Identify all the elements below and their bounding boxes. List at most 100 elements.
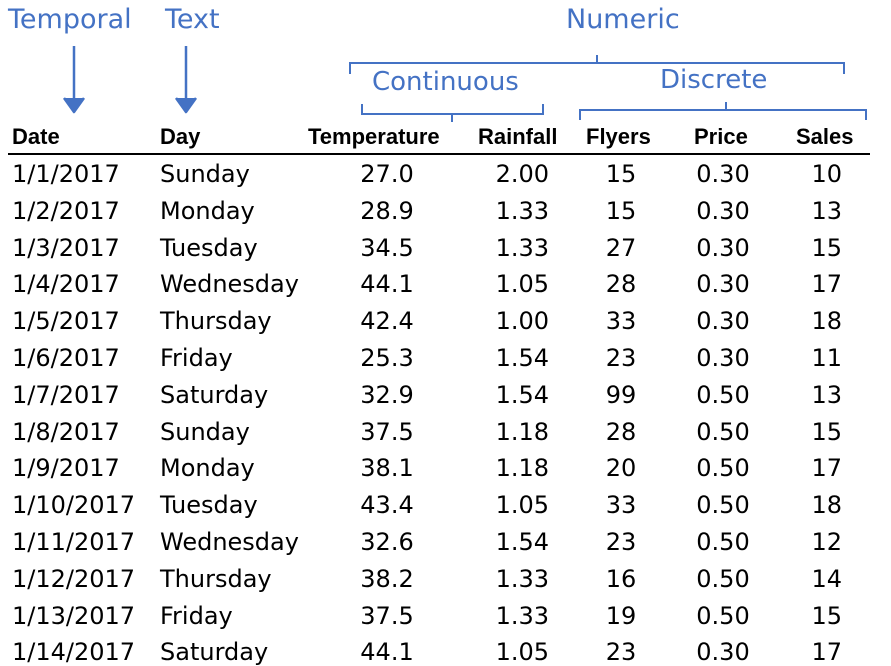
cell-price: 0.30 [696,160,750,188]
cell-day: Wednesday [160,528,299,556]
cell-price: 0.50 [696,491,750,520]
cell-date: 1/8/2017 [12,417,120,446]
cell-date: 1/13/2017 [12,601,136,630]
cell-rainfall: 1.05 [495,491,549,520]
column-header-rainfall: Rainfall [478,124,558,149]
cell-flyers: 20 [605,454,637,483]
cell-date: 1/14/2017 [12,638,136,666]
cell-day: Thursday [160,307,272,336]
cell-flyers: 28 [605,270,637,299]
cell-day: Friday [160,344,233,372]
cell-temperature: 38.2 [360,564,414,593]
cell-date: 1/10/2017 [12,491,136,520]
cell-rainfall: 1.33 [495,564,549,593]
cell-flyers: 16 [605,564,637,593]
cell-temperature: 28.9 [360,196,414,225]
cell-rainfall: 1.18 [495,454,549,483]
cell-price: 0.50 [696,454,750,483]
cell-price: 0.50 [696,601,750,630]
cell-day: Sunday [160,417,250,446]
temporal-arrow [62,46,86,114]
continuous-brace [361,104,544,122]
column-header-price: Price [694,124,748,149]
cell-day: Friday [160,601,233,630]
annotation-graphics [62,46,867,122]
cell-date: 1/3/2017 [12,233,120,262]
cell-sales: 17 [811,454,842,483]
header-rule [8,153,870,155]
cell-date: 1/11/2017 [12,528,136,556]
cell-sales: 17 [811,638,842,666]
cell-rainfall: 1.18 [495,417,549,446]
cell-rainfall: 1.33 [495,196,549,225]
discrete-brace [579,102,867,120]
cell-temperature: 32.9 [360,380,414,409]
cell-date: 1/2/2017 [12,196,120,225]
cell-day: Wednesday [160,270,299,299]
cell-temperature: 25.3 [360,344,414,372]
cell-temperature: 44.1 [360,270,414,299]
cell-day: Tuesday [160,233,258,262]
cell-rainfall: 1.05 [495,270,549,299]
text-label: Text [165,4,220,35]
cell-day: Thursday [160,564,272,593]
cell-sales: 12 [811,528,842,556]
cell-price: 0.30 [696,270,750,299]
cell-flyers: 15 [605,160,637,188]
cell-day: Tuesday [160,491,258,520]
cell-flyers: 15 [605,196,637,225]
cell-flyers: 19 [605,601,637,630]
cell-temperature: 27.0 [360,160,414,188]
cell-price: 0.50 [696,528,750,556]
cell-price: 0.50 [696,417,750,446]
cell-flyers: 27 [605,233,637,262]
cell-date: 1/7/2017 [12,380,120,409]
column-header-flyers: Flyers [586,124,651,149]
cell-date: 1/12/2017 [12,564,136,593]
cell-temperature: 32.6 [360,528,414,556]
cell-date: 1/4/2017 [12,270,120,299]
cell-flyers: 33 [605,491,637,520]
cell-rainfall: 1.54 [495,380,549,409]
continuous-label: Continuous [372,67,519,97]
cell-rainfall: 1.54 [495,528,549,556]
cell-sales: 10 [811,160,842,188]
cell-date: 1/5/2017 [12,307,120,336]
cell-sales: 15 [811,417,842,446]
cell-day: Saturday [160,638,269,666]
cell-price: 0.30 [696,344,750,372]
text-arrow [174,46,198,114]
cell-flyers: 23 [605,344,637,372]
numeric-brace [349,55,845,74]
cell-date: 1/1/2017 [12,160,120,188]
column-header-temperature: Temperature [308,124,440,149]
cell-temperature: 38.1 [360,454,414,483]
cell-sales: 18 [811,307,842,336]
cell-sales: 17 [811,270,842,299]
cell-rainfall: 2.00 [495,160,549,188]
cell-day: Monday [160,196,255,225]
cell-price: 0.30 [696,196,750,225]
cell-flyers: 33 [605,307,637,336]
cell-rainfall: 1.33 [495,233,549,262]
cell-price: 0.30 [696,233,750,262]
cell-sales: 11 [811,344,842,372]
cell-rainfall: 1.00 [495,307,549,336]
cell-sales: 15 [811,233,842,262]
column-header-sales: Sales [796,124,854,149]
cell-flyers: 28 [605,417,637,446]
cell-rainfall: 1.54 [495,344,549,372]
cell-temperature: 37.5 [360,417,414,446]
cell-day: Sunday [160,160,250,188]
cell-sales: 13 [811,196,842,225]
column-header-date: Date [12,124,60,149]
cell-day: Monday [160,454,255,483]
cell-sales: 15 [811,601,842,630]
discrete-label: Discrete [660,65,768,95]
cell-price: 0.30 [696,638,750,666]
cell-temperature: 44.1 [360,638,414,666]
cell-sales: 13 [811,380,842,409]
cell-temperature: 43.4 [360,491,414,520]
cell-flyers: 23 [605,528,637,556]
cell-date: 1/9/2017 [12,454,120,483]
